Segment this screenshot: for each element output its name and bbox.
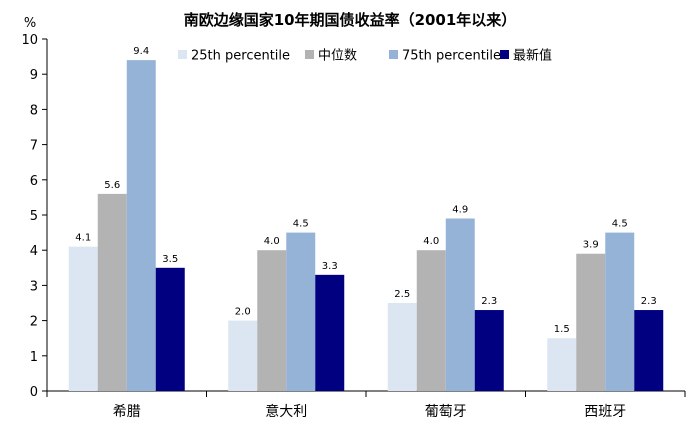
bar	[155, 267, 185, 391]
y-tick-label: 1	[30, 350, 38, 365]
bar	[634, 310, 664, 391]
legend-label: 中位数	[318, 49, 357, 64]
bar	[605, 232, 635, 391]
bar	[445, 218, 475, 391]
bar	[576, 253, 606, 391]
bar-value-label: 3.5	[162, 254, 178, 265]
y-tick-label: 4	[30, 244, 38, 259]
y-tick-label: 8	[30, 103, 38, 118]
bar	[257, 250, 287, 391]
legend-swatch	[305, 50, 314, 59]
bar-value-label: 1.5	[554, 324, 570, 335]
bar-value-label: 4.0	[423, 236, 439, 247]
y-axis: 0 1 2 3 4 5 6 7 8 9 10	[21, 33, 48, 400]
bar-value-label: 4.1	[75, 233, 91, 244]
bar	[228, 320, 258, 391]
bar-value-label: 3.3	[322, 261, 338, 272]
bar-value-label: 2.5	[394, 289, 410, 300]
y-tick-label: 6	[30, 174, 38, 189]
y-tick-label: 0	[30, 385, 38, 400]
y-tick-label: 9	[30, 68, 38, 83]
legend-swatch	[500, 50, 509, 59]
bar-series-group: 4.1 5.6 9.4 3.5 2.0 4.0 4.5 3.3 2.5 4.0 4.9 2.3 1.5 3…	[68, 46, 664, 392]
bar-value-label: 5.6	[104, 180, 120, 191]
y-axis-unit-label: %	[24, 16, 36, 31]
legend-label: 75th percentile	[402, 49, 501, 64]
legend-label: 最新值	[513, 48, 552, 64]
bar-value-label: 2.3	[641, 296, 657, 307]
x-category-label: 西班牙	[584, 404, 626, 420]
legend-swatch	[389, 50, 398, 59]
chart-title: 南欧边缘国家10年期国债收益率（2001年以来）	[184, 11, 517, 29]
legend-swatch	[178, 50, 187, 59]
bar	[387, 303, 417, 391]
bar	[126, 60, 156, 392]
y-tick-label: 2	[30, 315, 38, 330]
bar-value-label: 2.0	[235, 307, 251, 318]
bar-value-label: 9.4	[133, 46, 149, 57]
bar-value-label: 3.9	[583, 240, 599, 251]
bar-value-label: 4.0	[264, 236, 280, 247]
y-tick-label: 7	[30, 139, 38, 154]
bar-value-label: 4.5	[293, 219, 309, 230]
bar	[68, 246, 98, 391]
x-category-label: 希腊	[113, 404, 141, 420]
y-tick-label: 10	[21, 33, 38, 48]
x-category-label: 意大利	[265, 403, 307, 420]
legend: 25th percentile 中位数 75th percentile 最新值	[178, 48, 552, 64]
x-axis: 希腊 意大利 葡萄牙 西班牙	[46, 390, 686, 420]
bar	[416, 250, 446, 391]
bar	[547, 338, 577, 391]
bar-value-label: 4.9	[452, 205, 468, 216]
bar	[474, 310, 504, 391]
bar	[97, 193, 127, 391]
bar	[286, 232, 316, 391]
bar-value-label: 4.5	[612, 219, 628, 230]
y-tick-label: 3	[30, 279, 38, 294]
y-tick-label: 5	[30, 209, 38, 224]
bar	[315, 274, 345, 391]
legend-label: 25th percentile	[191, 49, 290, 64]
x-category-label: 葡萄牙	[425, 404, 467, 420]
bar-value-label: 2.3	[481, 296, 497, 307]
